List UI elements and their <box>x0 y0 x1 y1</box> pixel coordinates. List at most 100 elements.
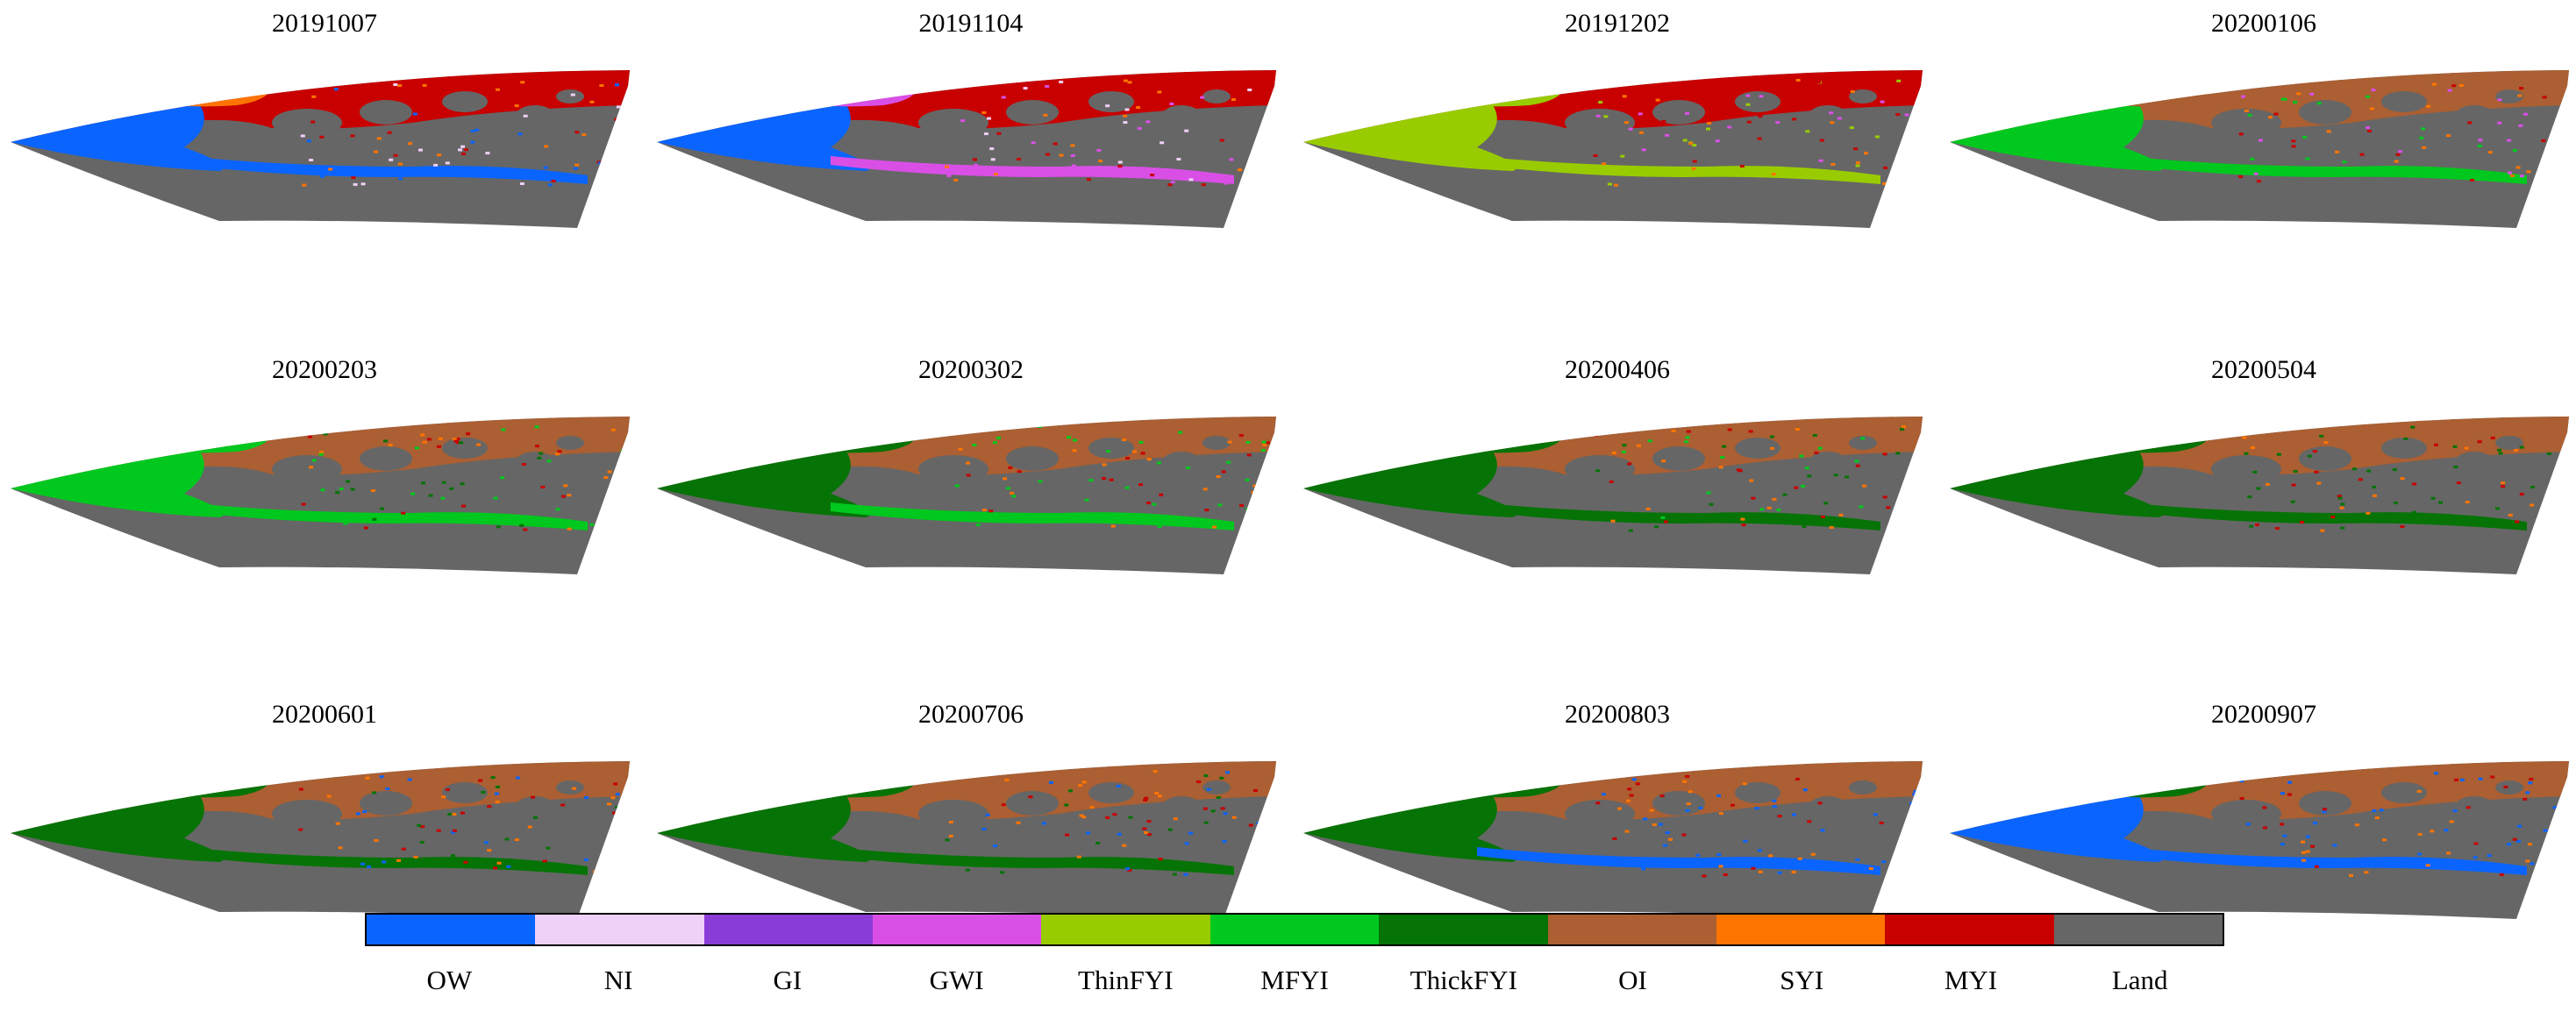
island <box>1849 780 1877 794</box>
mixed-ice-pixel <box>311 95 317 98</box>
mixed-ice-pixel <box>2456 481 2461 485</box>
mixed-ice-pixel <box>2447 89 2452 92</box>
legend-swatch-ni <box>535 915 704 944</box>
mixed-ice-pixel <box>1904 92 1909 96</box>
mixed-ice-pixel <box>2403 437 2408 440</box>
island <box>337 140 382 158</box>
mixed-ice-pixel <box>1820 829 1825 832</box>
mixed-ice-pixel <box>1727 125 1732 129</box>
channel-ice-band <box>1477 847 1880 875</box>
mixed-ice-pixel <box>1617 807 1622 810</box>
mixed-ice-pixel <box>547 183 553 187</box>
mixed-ice-pixel <box>1146 820 1152 823</box>
mixed-ice-pixel <box>452 438 457 441</box>
mixed-ice-pixel <box>2519 493 2524 495</box>
mixed-ice-pixel <box>966 474 971 477</box>
island <box>1735 438 1780 459</box>
north-ice-region <box>657 70 1276 142</box>
mixed-ice-pixel <box>470 130 475 132</box>
mixed-ice-pixel <box>1145 502 1151 504</box>
mixed-ice-pixel <box>2560 477 2565 481</box>
mixed-ice-pixel <box>2477 440 2482 444</box>
mixed-ice-pixel <box>1593 154 1598 157</box>
mixed-ice-pixel <box>355 812 360 816</box>
mixed-ice-pixel <box>1706 491 1711 495</box>
island <box>1775 814 1810 831</box>
mixed-ice-pixel <box>1792 118 1797 121</box>
mixed-ice-pixel <box>2508 513 2513 516</box>
mixed-ice-pixel <box>2307 454 2312 458</box>
mixed-ice-pixel <box>2412 482 2417 486</box>
island <box>2381 782 2427 803</box>
mixed-ice-pixel <box>1777 871 1782 874</box>
mixed-ice-pixel <box>1748 430 1753 433</box>
island <box>2276 487 2322 504</box>
mixed-ice-pixel <box>1239 503 1245 507</box>
mixed-ice-pixel <box>2478 139 2483 142</box>
mixed-ice-pixel <box>398 177 403 181</box>
mixed-ice-pixel <box>2290 500 2295 503</box>
mixed-ice-pixel <box>2518 124 2523 127</box>
mixed-ice-pixel <box>1001 96 1006 99</box>
mixed-ice-pixel <box>2252 470 2258 474</box>
mixed-ice-pixel <box>428 494 433 497</box>
mixed-ice-pixel <box>2258 139 2263 142</box>
mixed-ice-pixel <box>1219 776 1224 780</box>
mixed-ice-pixel <box>300 134 305 138</box>
mixed-ice-pixel <box>1248 823 1253 827</box>
panel-date-title: 20200302 <box>918 355 1024 384</box>
mixed-ice-pixel <box>2276 452 2281 456</box>
mixed-ice-pixel <box>1167 859 1173 863</box>
mixed-ice-pixel <box>383 439 388 443</box>
island <box>983 831 1029 849</box>
mixed-ice-pixel <box>1854 460 1859 463</box>
mixed-ice-pixel <box>2449 820 2454 823</box>
mixed-ice-pixel <box>1681 860 1687 864</box>
west-ice-region <box>657 787 870 862</box>
mixed-ice-pixel <box>393 83 398 86</box>
mixed-ice-pixel <box>1003 477 1008 481</box>
mixed-ice-pixel <box>2330 516 2336 519</box>
mixed-ice-pixel <box>1715 139 1720 143</box>
mixed-ice-pixel <box>523 114 528 118</box>
mixed-ice-pixel <box>2464 446 2469 450</box>
mixed-ice-pixel <box>1253 82 1259 85</box>
mixed-ice-pixel <box>452 829 457 832</box>
mixed-ice-pixel <box>1859 505 1864 509</box>
mixed-ice-pixel <box>2400 525 2405 529</box>
sea-ice-map <box>657 761 1276 919</box>
mixed-ice-pixel <box>993 844 997 848</box>
mixed-ice-pixel <box>1643 772 1648 775</box>
mixed-ice-pixel <box>414 107 419 110</box>
mixed-ice-pixel <box>1125 867 1131 871</box>
mixed-ice-pixel <box>615 806 620 809</box>
mixed-ice-pixel <box>1267 178 1273 181</box>
island <box>516 452 554 473</box>
mixed-ice-pixel <box>309 466 314 469</box>
mixed-ice-pixel <box>1759 95 1764 98</box>
mixed-ice-pixel <box>1799 454 1804 458</box>
mixed-ice-pixel <box>1665 133 1670 137</box>
mixed-ice-pixel <box>603 517 608 521</box>
mixed-ice-pixel <box>1643 817 1648 821</box>
mixed-ice-pixel <box>2256 180 2261 183</box>
mixed-ice-pixel <box>2374 816 2380 820</box>
mixed-ice-pixel <box>1855 161 1860 165</box>
mixed-ice-pixel <box>370 89 375 92</box>
mixed-ice-pixel <box>1009 515 1014 518</box>
mixed-ice-pixel <box>1138 440 1144 444</box>
mixed-ice-pixel <box>1252 865 1257 868</box>
mixed-ice-pixel <box>1088 479 1094 482</box>
mixed-ice-pixel <box>360 862 366 866</box>
mixed-ice-pixel <box>1691 167 1696 170</box>
mixed-ice-pixel <box>2430 830 2435 833</box>
mixed-ice-pixel <box>1868 867 1873 870</box>
mixed-ice-pixel <box>2458 84 2464 87</box>
mixed-ice-pixel <box>1629 105 1634 109</box>
legend-label-gi: GI <box>773 965 803 995</box>
mixed-ice-pixel <box>310 120 316 124</box>
mixed-ice-pixel <box>2323 808 2327 811</box>
mixed-ice-pixel <box>2543 829 2548 832</box>
mixed-ice-pixel <box>2558 491 2563 495</box>
mixed-ice-pixel <box>1818 159 1823 162</box>
